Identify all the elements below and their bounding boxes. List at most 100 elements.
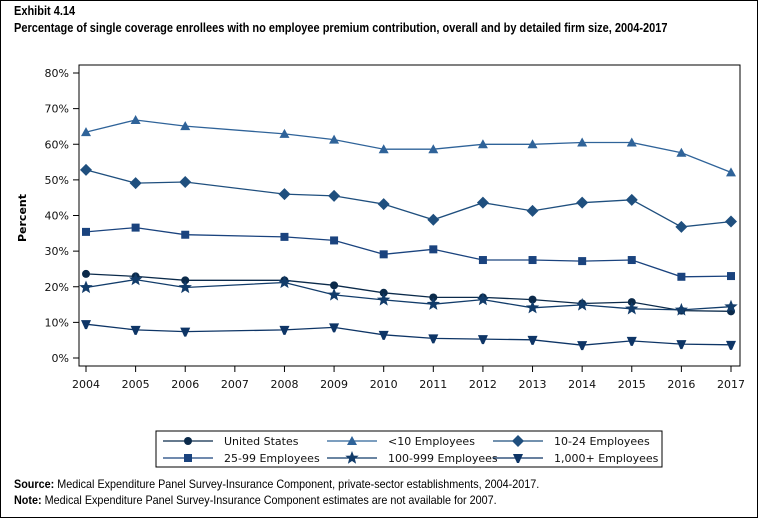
y-tick-label: 0%: [52, 352, 69, 365]
note-text: Medical Expenditure Panel Survey-Insuran…: [44, 493, 497, 507]
data-point: [577, 341, 588, 351]
data-point: [528, 256, 537, 265]
data-point: [625, 193, 638, 206]
data-point: [80, 163, 92, 176]
legend-marker: [513, 454, 523, 463]
legend-item: 10-24 Employees: [493, 435, 650, 448]
data-point: [328, 189, 341, 202]
x-axis: 2004 2005 2006 2007 2008 2009 2010 2011 2012 2013…: [72, 366, 745, 391]
legend-marker: [347, 436, 357, 445]
data-point: [81, 127, 91, 137]
x-tick-label: 2017: [717, 378, 745, 391]
data-point: [577, 137, 588, 147]
y-tick-label: 30%: [45, 245, 69, 258]
y-tick-label: 60%: [45, 138, 69, 151]
data-point: [724, 299, 738, 313]
data-point: [79, 280, 93, 294]
x-tick-label: 2016: [667, 378, 695, 391]
x-tick-label: 2011: [419, 378, 447, 391]
data-point: [327, 287, 341, 301]
y-tick-label: 80%: [45, 67, 69, 80]
data-point: [527, 335, 538, 345]
y-tick-label: 10%: [45, 316, 69, 329]
data-point: [129, 272, 143, 286]
data-point: [527, 139, 538, 149]
data-point: [130, 115, 141, 125]
data-point: [726, 167, 736, 177]
x-tick-label: 2006: [171, 378, 199, 391]
y-tick-label: 40%: [45, 210, 69, 223]
data-point: [129, 177, 142, 190]
series-10-employees: [81, 115, 736, 177]
legend-label: 1,000+ Employees: [554, 452, 659, 465]
x-tick-label: 2005: [122, 378, 150, 391]
data-point: [477, 139, 488, 149]
legend: United States <10 Employees 10-24 Employee…: [155, 430, 663, 468]
x-tick-label: 2012: [469, 378, 497, 391]
data-point: [625, 301, 639, 315]
data-point: [130, 325, 141, 335]
y-tick-label: 20%: [45, 281, 69, 294]
data-point: [476, 196, 489, 209]
plot-area: [78, 64, 741, 367]
legend-marker: [184, 454, 192, 462]
series-100-999-employees: [79, 272, 738, 316]
data-point: [81, 320, 91, 330]
data-point: [378, 330, 389, 340]
data-point: [477, 335, 488, 345]
source-text: Medical Expenditure Panel Survey-Insuran…: [57, 477, 540, 491]
series-layer: [79, 115, 738, 351]
data-point: [478, 256, 487, 265]
data-point: [626, 137, 637, 147]
legend-marker: [512, 435, 524, 447]
data-point: [726, 340, 736, 350]
series-10-24-employees: [80, 163, 737, 233]
legend-marker: [184, 437, 192, 445]
data-point: [82, 269, 90, 278]
legend-label: 10-24 Employees: [554, 435, 650, 448]
data-point: [428, 334, 439, 344]
data-point: [377, 198, 390, 211]
x-tick-label: 2009: [320, 378, 348, 391]
legend-label: <10 Employees: [388, 435, 475, 448]
data-point: [676, 340, 687, 350]
data-point: [82, 227, 90, 236]
x-tick-label: 2004: [72, 378, 100, 391]
data-point: [377, 292, 391, 306]
legend-label: United States: [224, 435, 299, 448]
data-point: [576, 196, 589, 209]
data-point: [429, 245, 438, 254]
y-tick-label: 70%: [45, 103, 69, 116]
source-label: Source:: [14, 477, 55, 491]
data-point: [330, 281, 339, 290]
legend-item: <10 Employees: [327, 435, 475, 448]
exhibit-number: Exhibit 4.14: [14, 4, 76, 18]
data-point: [674, 302, 688, 316]
x-tick-label: 2013: [519, 378, 547, 391]
source-line: Source: Medical Expenditure Panel Survey…: [14, 477, 539, 491]
x-tick-label: 2008: [270, 378, 298, 391]
data-point: [676, 147, 687, 157]
data-point: [181, 276, 190, 285]
data-point: [329, 323, 340, 333]
y-axis-title: Percent: [16, 194, 29, 242]
data-point: [180, 121, 191, 131]
legend-label: 25-99 Employees: [224, 452, 320, 465]
data-point: [476, 292, 490, 306]
series-1-000-employees: [81, 320, 736, 351]
data-point: [179, 176, 192, 189]
x-tick-label: 2015: [618, 378, 646, 391]
data-point: [677, 272, 686, 281]
y-tick-label: 50%: [45, 174, 69, 187]
data-point: [427, 213, 440, 226]
data-point: [378, 144, 389, 154]
legend-label: 100-999 Employees: [388, 452, 498, 465]
data-point: [131, 223, 140, 232]
data-point: [330, 236, 339, 245]
legend-box: [155, 430, 663, 468]
data-point: [426, 297, 440, 310]
data-point: [526, 204, 539, 217]
data-point: [180, 327, 191, 337]
y-axis: 0% 10% 20% 30% 40% 50% 60% 70% 80%: [45, 67, 79, 365]
data-point: [379, 250, 388, 259]
